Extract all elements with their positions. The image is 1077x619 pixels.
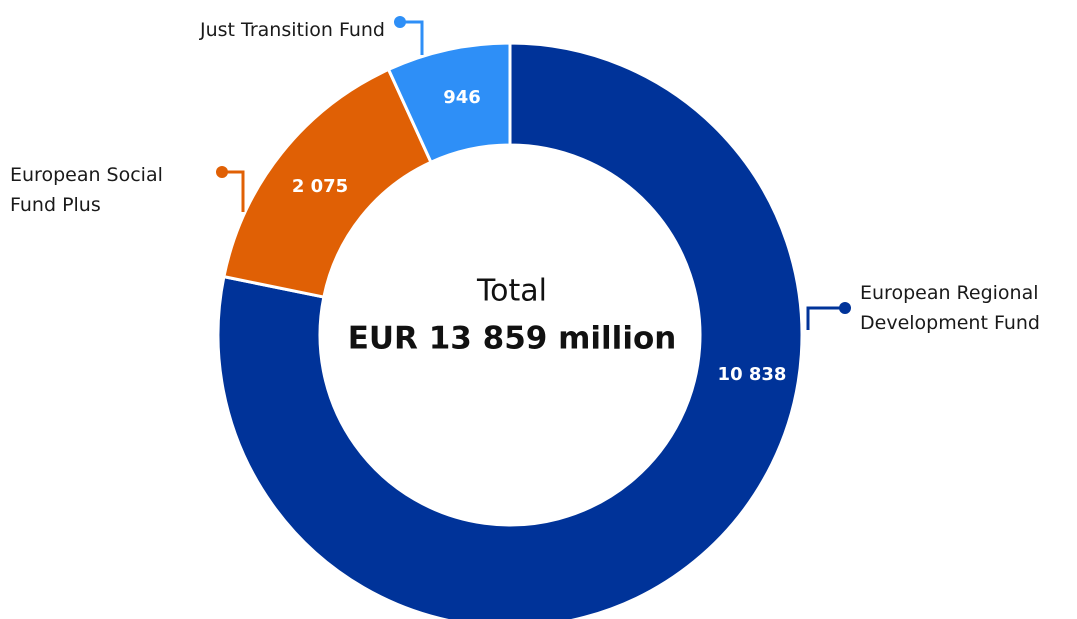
donut-slice [216,41,804,619]
legend-label: Just Transition Fund [200,19,385,41]
value-label: 2 075 [292,176,348,197]
legend-label: European Regional Development Fund [860,282,1040,334]
center-label: Total [476,274,547,309]
leader-dot [839,302,851,314]
leader-dot [394,16,406,28]
leader-line [222,170,245,212]
legend-label: European Social Fund Plus [10,164,163,216]
leader-dot [216,166,228,178]
value-label: 10 838 [718,364,787,385]
donut-slice [386,41,512,165]
leader-line [806,306,845,330]
leader-line [400,20,424,55]
total-label: EUR 13 859 million [348,321,677,357]
value-label: 946 [443,87,481,108]
